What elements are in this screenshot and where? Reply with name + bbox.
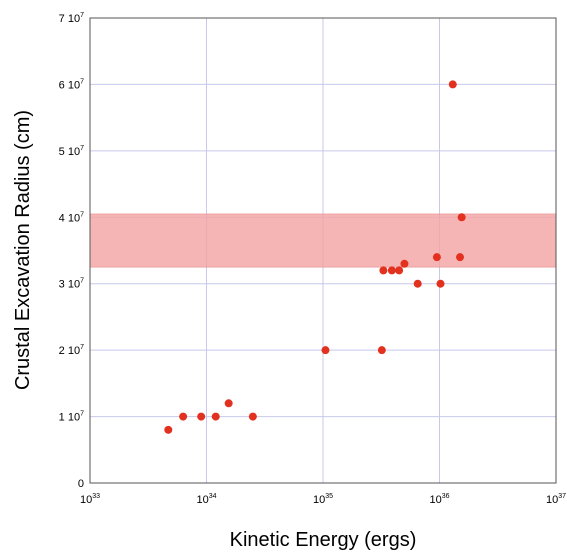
y-tick-label: 6 107 — [59, 78, 84, 91]
data-point — [377, 346, 386, 355]
x-tick-label: 1034 — [196, 493, 216, 506]
y-tick-label: 1 107 — [59, 411, 84, 424]
data-point — [379, 266, 388, 275]
data-point — [164, 425, 173, 434]
data-point — [432, 253, 441, 262]
data-point — [436, 279, 445, 288]
data-point — [211, 412, 220, 421]
y-tick-label: 0 — [78, 478, 84, 490]
x-tick-label: 1036 — [429, 493, 449, 506]
data-point — [400, 259, 409, 268]
plot-frame — [89, 17, 557, 484]
data-point — [456, 253, 465, 262]
data-point — [179, 412, 188, 421]
data-point — [448, 80, 457, 89]
y-tick-label: 2 107 — [59, 344, 84, 357]
y-tick-labels: 0 1 107 2 107 3 107 4 107 5 107 6 107 7 107 — [59, 12, 84, 490]
data-point — [197, 412, 206, 421]
data-point — [395, 266, 404, 275]
x-tick-label: 1035 — [313, 493, 333, 506]
data-point — [248, 412, 257, 421]
data-point — [224, 399, 233, 408]
data-point — [321, 346, 330, 355]
data-point — [387, 266, 396, 275]
y-tick-label: 7 107 — [59, 12, 84, 25]
y-tick-label: 3 107 — [59, 278, 84, 291]
x-tick-labels: 1033 1034 1035 1036 1037 — [80, 493, 566, 506]
y-axis-title: Crustal Excavation Radius (cm) — [12, 110, 34, 390]
y-tick-label: 4 107 — [59, 211, 84, 224]
x-axis-title: Kinetic Energy (ergs) — [230, 529, 417, 551]
y-tick-label: 5 107 — [59, 145, 84, 158]
range-band — [89, 213, 557, 268]
data-points — [164, 80, 466, 434]
data-point — [457, 213, 466, 222]
x-tick-label: 1033 — [80, 493, 100, 506]
x-tick-label: 1037 — [546, 493, 566, 506]
data-point — [413, 279, 422, 288]
